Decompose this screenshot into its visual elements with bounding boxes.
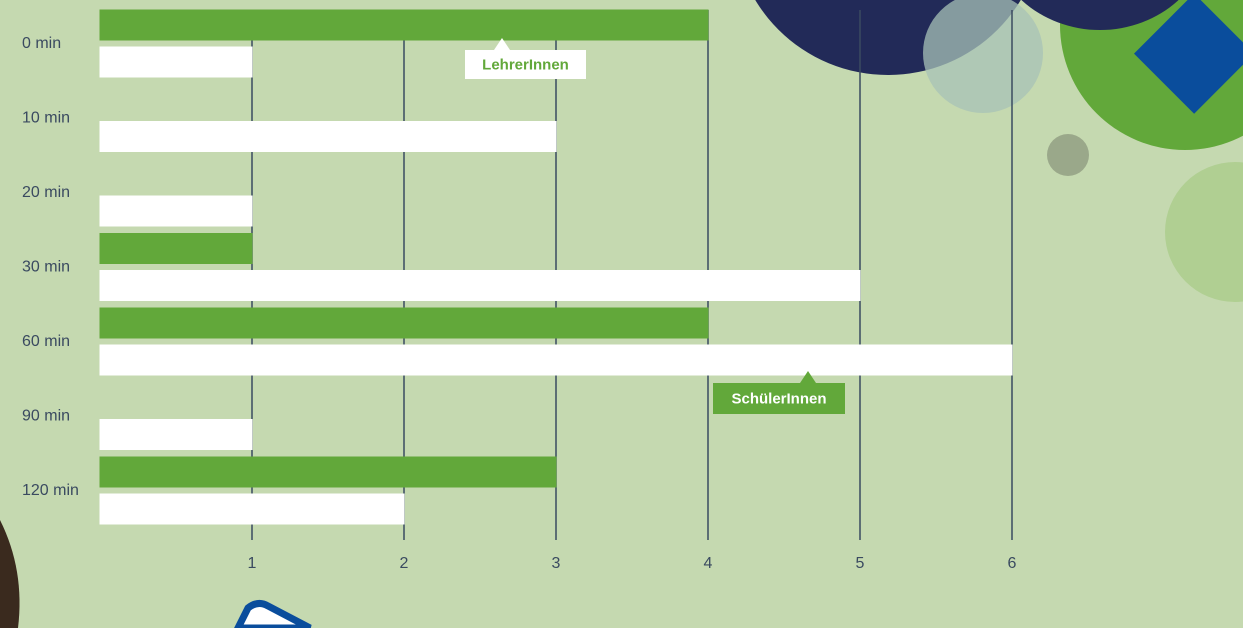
y-tick-label: 30 min	[22, 259, 70, 276]
bar	[99, 46, 253, 78]
legend-box	[465, 50, 586, 79]
bar	[99, 307, 709, 339]
x-tick-label: 4	[704, 555, 713, 572]
x-tick-label: 6	[1008, 555, 1017, 572]
legend-label: LehrerInnen	[482, 56, 569, 73]
x-tick-label: 1	[248, 555, 257, 572]
y-tick-label: 60 min	[22, 333, 70, 350]
y-tick-label: 120 min	[22, 482, 79, 499]
x-tick-label: 5	[856, 555, 865, 572]
bar	[99, 270, 861, 301]
bar	[99, 121, 557, 152]
y-tick-label: 0 min	[22, 35, 61, 52]
legend-box	[713, 383, 845, 414]
bar	[99, 195, 253, 227]
x-tick-label: 3	[552, 555, 561, 572]
bar	[99, 493, 405, 525]
bar	[99, 344, 1013, 376]
legend-label: SchülerInnen	[731, 390, 826, 407]
bar	[99, 9, 709, 41]
y-tick-label: 90 min	[22, 408, 70, 425]
y-tick-label: 20 min	[22, 184, 70, 201]
x-tick-label: 2	[400, 555, 409, 572]
bar	[99, 456, 557, 488]
bar	[99, 233, 253, 264]
bar	[99, 419, 253, 450]
y-tick-label: 10 min	[22, 110, 70, 127]
legend-pointer	[800, 371, 816, 383]
legend-pointer	[494, 38, 510, 50]
